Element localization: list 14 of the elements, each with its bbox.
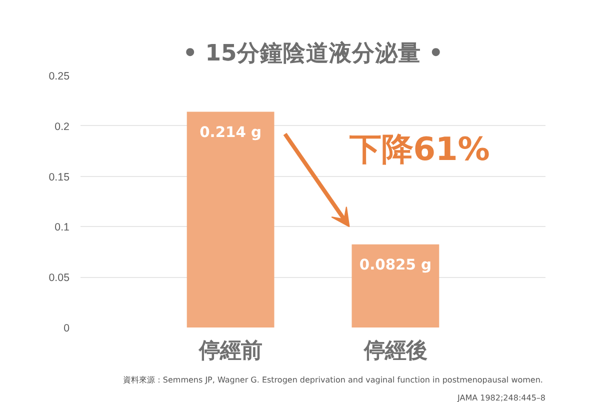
- annotation: 下降61%: [348, 130, 490, 168]
- chart-title: • 15分鐘陰道液分泌量 •: [182, 40, 444, 66]
- data-label: 0.0825 g: [359, 256, 432, 274]
- y-tick-label: 0.15: [48, 171, 70, 184]
- data-label: 0.214 g: [200, 124, 262, 141]
- y-tick-label: 0.25: [48, 70, 70, 82]
- y-tick-label: 0.05: [48, 272, 70, 284]
- y-tick-label: 0: [64, 322, 70, 334]
- text: JAMA 1982;248:445–8: [456, 394, 546, 402]
- x-tick-label: 停經前: [198, 338, 262, 364]
- y-tick-label: 0.2: [54, 120, 70, 133]
- source-note: 資料來源：Semmens JP, Wagner G. Estrogen deprivation and vaginal function in postmenopausal women.: [122, 376, 543, 384]
- y-tick-label: 0.1: [54, 222, 70, 234]
- x-tick-label: 停經後: [362, 338, 427, 364]
